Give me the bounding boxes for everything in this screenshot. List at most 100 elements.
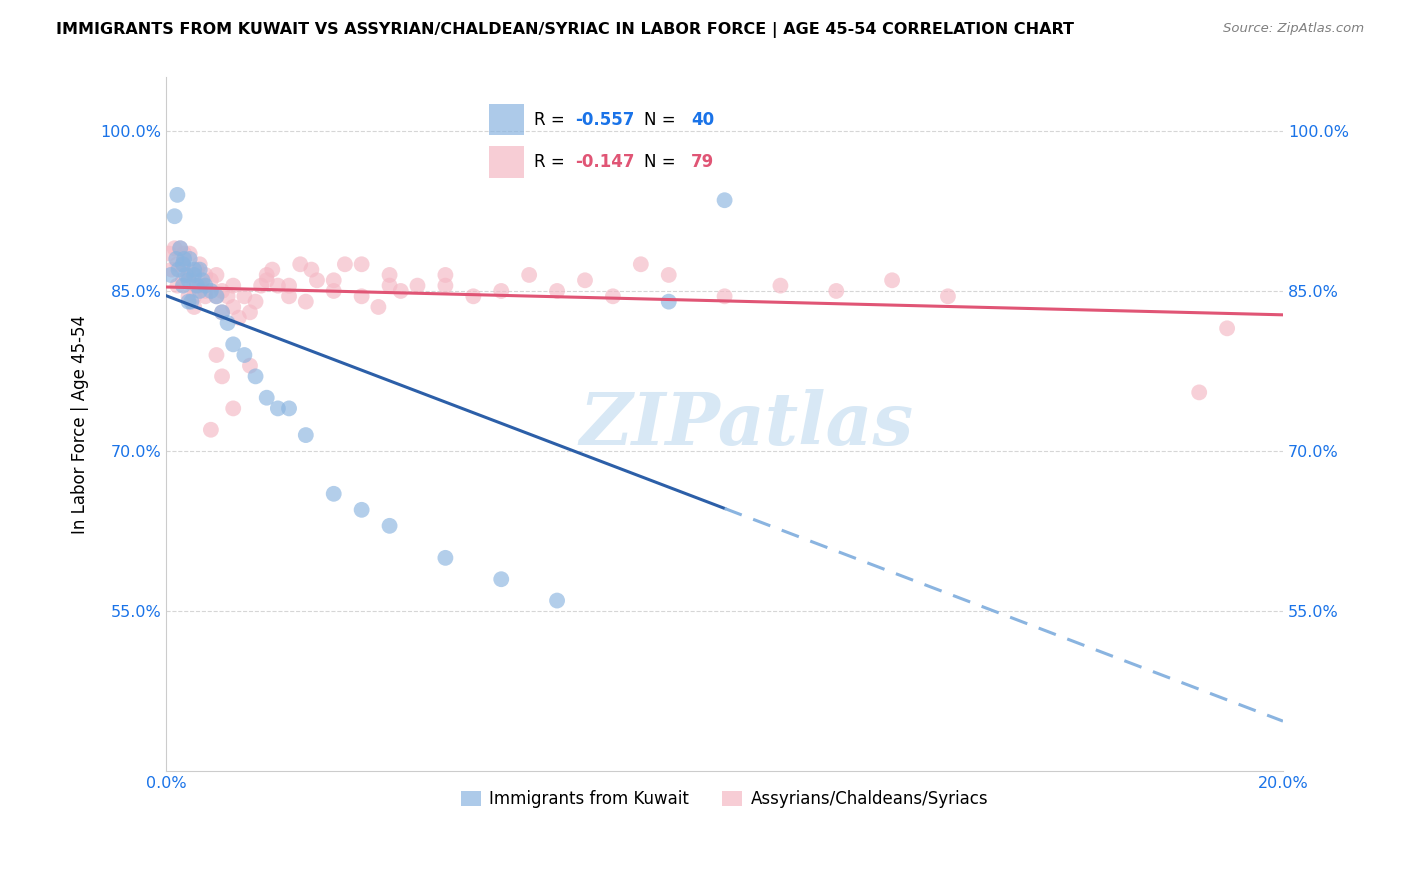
Point [602, 289, 624, 303]
Point [172, 257, 194, 271]
Point [172, 278, 194, 293]
Point [217, 316, 239, 330]
Point [211, 305, 233, 319]
Point [262, 262, 284, 277]
Point [239, 305, 262, 319]
Point [305, 273, 328, 287]
Point [245, 294, 267, 309]
Point [658, 294, 681, 309]
Point [517, 268, 540, 282]
Point [256, 268, 278, 282]
Point [463, 289, 485, 303]
Point [350, 257, 373, 271]
Point [194, 278, 217, 293]
Point [177, 268, 200, 282]
Point [322, 273, 344, 287]
Point [322, 487, 344, 501]
Point [163, 241, 186, 255]
Point [222, 401, 245, 416]
Point [177, 289, 200, 303]
Point [256, 391, 278, 405]
Point [166, 257, 188, 271]
Point [299, 262, 322, 277]
Point [378, 268, 401, 282]
Point [713, 289, 735, 303]
Point [936, 289, 959, 303]
Point [295, 294, 318, 309]
Point [350, 503, 373, 517]
Point [157, 246, 180, 260]
Point [233, 348, 256, 362]
Point [188, 278, 211, 293]
Point [546, 593, 568, 607]
Point [188, 262, 211, 277]
Point [205, 289, 228, 303]
Point [183, 300, 205, 314]
Point [489, 572, 512, 586]
Point [350, 289, 373, 303]
Point [211, 284, 233, 298]
Point [713, 193, 735, 207]
Point [211, 305, 233, 319]
Point [200, 273, 222, 287]
Point [278, 401, 301, 416]
Point [166, 278, 188, 293]
Point [434, 278, 457, 293]
Point [183, 268, 205, 282]
Point [574, 273, 596, 287]
Point [222, 300, 245, 314]
Point [245, 369, 267, 384]
Point [200, 423, 222, 437]
Text: IMMIGRANTS FROM KUWAIT VS ASSYRIAN/CHALDEAN/SYRIAC IN LABOR FORCE | AGE 45-54 CO: IMMIGRANTS FROM KUWAIT VS ASSYRIAN/CHALD… [56, 22, 1074, 38]
Point [239, 359, 262, 373]
Point [186, 278, 208, 293]
Point [183, 278, 205, 293]
Point [228, 310, 250, 325]
Point [166, 187, 188, 202]
Point [205, 268, 228, 282]
Point [169, 241, 191, 255]
Point [180, 294, 202, 309]
Point [378, 518, 401, 533]
Point [434, 550, 457, 565]
Point [658, 268, 681, 282]
Text: Source: ZipAtlas.com: Source: ZipAtlas.com [1223, 22, 1364, 36]
Point [378, 278, 401, 293]
Point [172, 273, 194, 287]
Point [160, 262, 183, 277]
Point [233, 289, 256, 303]
Point [389, 284, 412, 298]
Point [177, 294, 200, 309]
Point [191, 273, 214, 287]
Point [322, 284, 344, 298]
Point [222, 337, 245, 351]
Point [546, 284, 568, 298]
Point [880, 273, 903, 287]
Point [825, 284, 848, 298]
Legend: Immigrants from Kuwait, Assyrians/Chaldeans/Syriacs: Immigrants from Kuwait, Assyrians/Chalde… [454, 784, 995, 815]
Point [172, 257, 194, 271]
Point [267, 401, 290, 416]
Point [434, 268, 457, 282]
Point [205, 348, 228, 362]
Point [489, 284, 512, 298]
Point [183, 262, 205, 277]
Point [630, 257, 652, 271]
Point [177, 273, 200, 287]
Point [367, 300, 389, 314]
Point [295, 428, 318, 442]
Point [205, 289, 228, 303]
Point [1216, 321, 1239, 335]
Point [200, 284, 222, 298]
Point [250, 278, 273, 293]
Point [278, 278, 301, 293]
Point [167, 262, 190, 277]
Point [211, 369, 233, 384]
Y-axis label: In Labor Force | Age 45-54: In Labor Force | Age 45-54 [72, 315, 89, 534]
Point [173, 252, 195, 266]
Point [278, 289, 301, 303]
Point [194, 284, 217, 298]
Point [174, 268, 197, 282]
Point [183, 289, 205, 303]
Point [177, 268, 200, 282]
